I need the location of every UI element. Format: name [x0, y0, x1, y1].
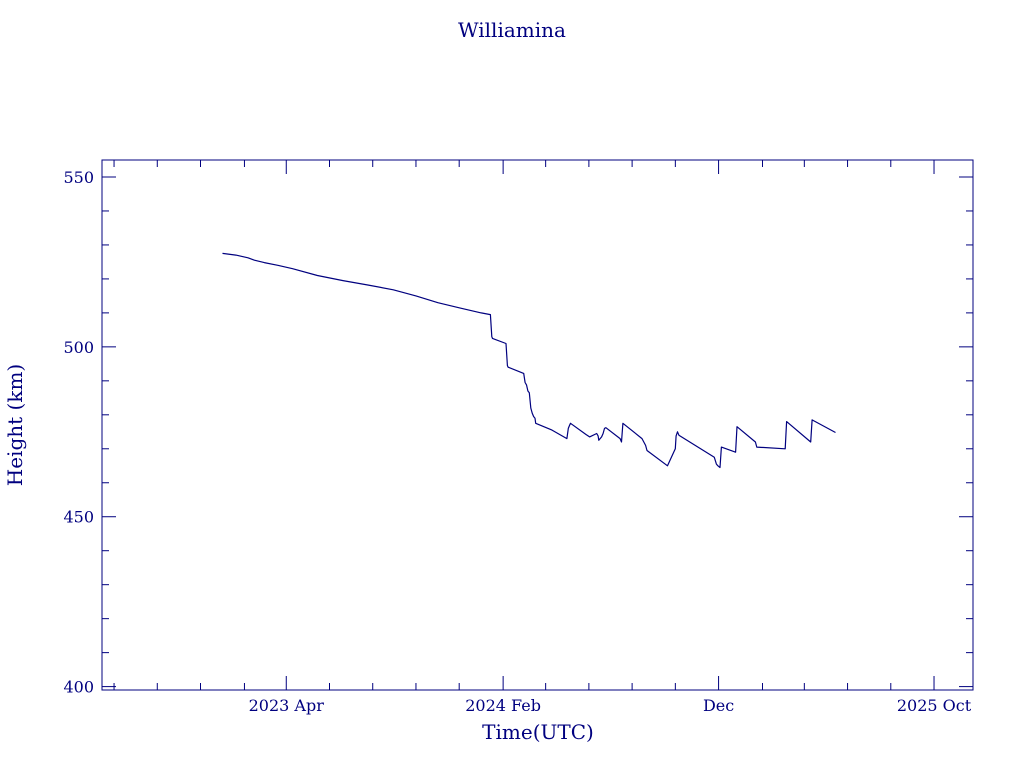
series-layer — [222, 252, 836, 469]
x-tick-label: 2024 Feb — [465, 696, 541, 715]
x-tick-label: Dec — [703, 696, 734, 715]
y-tick-label: 450 — [63, 508, 94, 527]
x-tick-label: 2025 Oct — [897, 696, 972, 715]
y-axis-label: Height (km) — [3, 364, 27, 486]
x-axis-ticks: 2023 Apr 2024 Feb Dec 2025 Oct — [113, 160, 972, 715]
series-line-0 — [222, 252, 836, 469]
x-axis-label: Time(UTC) — [482, 720, 594, 744]
chart-title: Williamina — [458, 18, 566, 42]
plot-border — [101, 159, 974, 691]
x-tick-label: 2023 Apr — [249, 696, 325, 715]
y-tick-label: 400 — [63, 678, 94, 697]
plot-frame — [101, 159, 974, 691]
y-tick-label: 500 — [63, 338, 94, 357]
y-axis-ticks: 400 450 500 550 — [63, 168, 973, 697]
y-tick-label: 550 — [63, 168, 94, 187]
